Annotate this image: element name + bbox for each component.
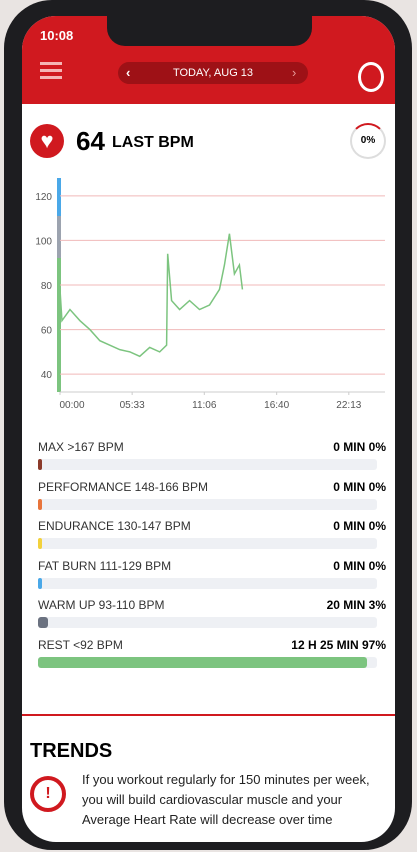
zone-name: REST <92 BPM bbox=[38, 638, 123, 652]
zone-duration: 0 MIN bbox=[333, 480, 365, 494]
zone-percent: 0% bbox=[369, 559, 386, 573]
x-tick-label: 00:00 bbox=[59, 400, 84, 411]
zone-track bbox=[38, 578, 377, 589]
alert-icon: ! bbox=[30, 776, 66, 812]
divider bbox=[22, 714, 395, 716]
zone-duration: 12 H 25 MIN bbox=[291, 638, 358, 652]
zone-duration: 0 MIN bbox=[333, 440, 365, 454]
zone-value: 0 MIN 0% bbox=[186, 440, 386, 454]
zone-value: 12 H 25 MIN 97% bbox=[186, 638, 386, 652]
zone-track bbox=[38, 538, 377, 549]
zone-bar bbox=[38, 578, 42, 589]
zone-value: 0 MIN 0% bbox=[186, 519, 386, 533]
x-tick-label: 11:06 bbox=[192, 400, 217, 411]
zone-track bbox=[38, 499, 377, 510]
zone-percent: 0% bbox=[369, 480, 386, 494]
zone-bar bbox=[38, 617, 48, 628]
zone-track bbox=[38, 459, 377, 470]
zone-value: 20 MIN 3% bbox=[186, 598, 386, 612]
trends-text: If you workout regularly for 150 minutes… bbox=[82, 770, 392, 830]
zone-strip bbox=[57, 258, 61, 392]
zone-duration: 0 MIN bbox=[333, 559, 365, 573]
y-tick-label: 40 bbox=[41, 370, 53, 381]
zone-duration: 0 MIN bbox=[333, 519, 365, 533]
y-tick-label: 60 bbox=[41, 326, 53, 337]
trends-title: TRENDS bbox=[30, 740, 112, 763]
zone-bar bbox=[38, 499, 42, 510]
zone-percent: 0% bbox=[369, 440, 386, 454]
zone-percent: 0% bbox=[369, 519, 386, 533]
zone-duration: 20 MIN bbox=[327, 598, 366, 612]
x-tick-label: 22:13 bbox=[336, 400, 361, 411]
zone-name: FAT BURN 111-129 BPM bbox=[38, 559, 171, 573]
zone-strip bbox=[57, 216, 61, 258]
x-tick-label: 16:40 bbox=[264, 400, 289, 411]
page: 10:08 ‹ TODAY, AUG 13 › ♥ 64 LAST BPM 0%… bbox=[0, 0, 417, 852]
x-tick-label: 05:33 bbox=[120, 400, 145, 411]
heart-rate-line bbox=[60, 234, 242, 357]
zone-bar bbox=[38, 459, 42, 470]
y-tick-label: 80 bbox=[41, 281, 53, 292]
chart: 40 60 80 100 120 00:00 05:33 11:06 16:40 22:13 bbox=[0, 0, 417, 420]
zone-name: PERFORMANCE 148-166 BPM bbox=[38, 480, 208, 494]
zone-value: 0 MIN 0% bbox=[186, 559, 386, 573]
zone-name: ENDURANCE 130-147 BPM bbox=[38, 519, 191, 533]
zone-percent: 97% bbox=[362, 638, 386, 652]
zone-strip bbox=[57, 178, 61, 216]
zone-name: WARM UP 93-110 BPM bbox=[38, 598, 164, 612]
zone-bar bbox=[38, 657, 367, 668]
zone-bar bbox=[38, 538, 42, 549]
zone-percent: 3% bbox=[369, 598, 386, 612]
zone-value: 0 MIN 0% bbox=[186, 480, 386, 494]
zone-track bbox=[38, 617, 377, 628]
y-tick-label: 120 bbox=[35, 192, 52, 203]
y-tick-label: 100 bbox=[35, 236, 52, 247]
zone-name: MAX >167 BPM bbox=[38, 440, 124, 454]
